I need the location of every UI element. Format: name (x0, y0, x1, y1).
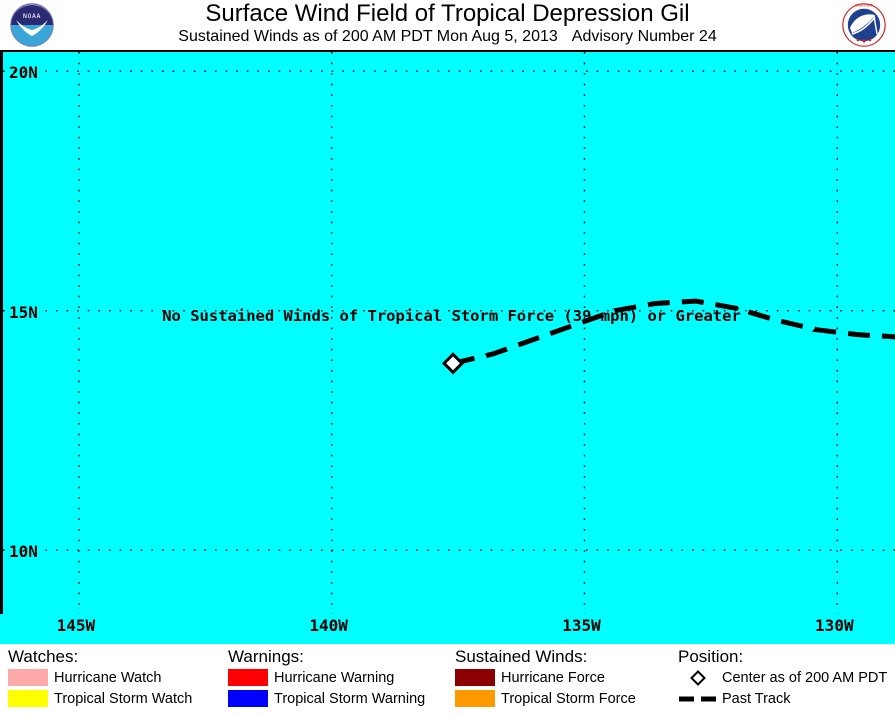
page-title: Surface Wind Field of Tropical Depressio… (205, 0, 690, 27)
map-legend: Watches: Hurricane Watch Tropical Storm … (0, 646, 895, 716)
legend-label-past-track: Past Track (722, 690, 791, 707)
legend-item-tropical-storm-warning: Tropical Storm Warning (228, 688, 425, 709)
lon-label-130w: 130W (815, 616, 854, 635)
page-subtitle: Sustained Winds as of 200 AM PDT Mon Aug… (70, 28, 825, 46)
legend-item-hurricane-force: Hurricane Force (455, 667, 636, 688)
longitude-gridlines (78, 52, 839, 642)
legend-group-sustained-winds: Sustained Winds: Hurricane Force Tropica… (455, 646, 636, 709)
legend-heading-warnings: Warnings: (228, 647, 304, 666)
lon-label-135w: 135W (562, 616, 601, 635)
legend-label-hurricane-force: Hurricane Force (501, 669, 605, 686)
longitude-axis: 145W 140W 135W 130W (0, 614, 895, 644)
diamond-marker-icon (678, 669, 718, 686)
legend-item-hurricane-warning: Hurricane Warning (228, 667, 425, 688)
noaa-logo-text: NOAA (23, 12, 41, 20)
no-sustained-winds-message: No Sustained Winds of Tropical Storm For… (162, 307, 741, 325)
national-weather-service-logo: WEATHER (842, 3, 886, 47)
nws-logo-text: WEATHER (856, 4, 873, 8)
page-header: NOAA Surface Wind Field of Tropical Depr… (0, 0, 895, 50)
swatch-hurricane-force (455, 669, 495, 686)
legend-label-hurricane-watch: Hurricane Watch (54, 669, 162, 686)
legend-item-past-track: Past Track (678, 688, 887, 709)
storm-center-marker[interactable] (441, 352, 465, 375)
lat-label-10n: 10N (9, 542, 38, 562)
swatch-tropical-storm-force (455, 690, 495, 707)
past-track-line (452, 298, 895, 366)
legend-item-hurricane-watch: Hurricane Watch (8, 667, 192, 688)
wind-field-map[interactable]: 20N 15N 10N No Sustained Winds of Tropic… (0, 50, 895, 644)
swatch-tropical-storm-watch (8, 690, 48, 707)
swatch-hurricane-warning (228, 669, 268, 686)
legend-group-watches: Watches: Hurricane Watch Tropical Storm … (8, 646, 192, 709)
map-canvas (3, 52, 895, 642)
legend-label-hurricane-warning: Hurricane Warning (274, 669, 395, 686)
legend-label-tropical-storm-warning: Tropical Storm Warning (274, 690, 426, 707)
lat-label-20n: 20N (9, 63, 38, 83)
subtitle-advisory-number: Advisory Number 24 (571, 28, 717, 45)
noaa-logo: NOAA (10, 3, 54, 47)
legend-heading-sustained-winds: Sustained Winds: (455, 647, 588, 666)
legend-item-tropical-storm-watch: Tropical Storm Watch (8, 688, 192, 709)
dashed-line-icon (678, 690, 718, 707)
legend-heading-watches: Watches: (8, 647, 79, 666)
lat-label-15n: 15N (9, 302, 38, 322)
lon-label-145w: 145W (56, 616, 96, 635)
subtitle-advisory-time: Sustained Winds as of 200 AM PDT Mon Aug… (178, 28, 558, 45)
legend-item-tropical-storm-force: Tropical Storm Force (455, 688, 636, 709)
title-block: Surface Wind Field of Tropical Depressio… (70, 0, 825, 46)
legend-label-center-position: Center as of 200 AM PDT (722, 669, 888, 686)
legend-item-center-position: Center as of 200 AM PDT (678, 667, 887, 688)
lon-label-140w: 140W (309, 616, 348, 635)
legend-group-position: Position: Center as of 200 AM PDT Past T… (678, 646, 887, 709)
latitude-gridlines (3, 70, 895, 551)
legend-label-tropical-storm-force: Tropical Storm Force (501, 690, 636, 707)
swatch-hurricane-watch (8, 669, 48, 686)
legend-heading-position: Position: (678, 647, 744, 666)
legend-group-warnings: Warnings: Hurricane Warning Tropical Sto… (228, 646, 425, 709)
legend-label-tropical-storm-watch: Tropical Storm Watch (54, 690, 193, 707)
swatch-tropical-storm-warning (228, 690, 268, 707)
